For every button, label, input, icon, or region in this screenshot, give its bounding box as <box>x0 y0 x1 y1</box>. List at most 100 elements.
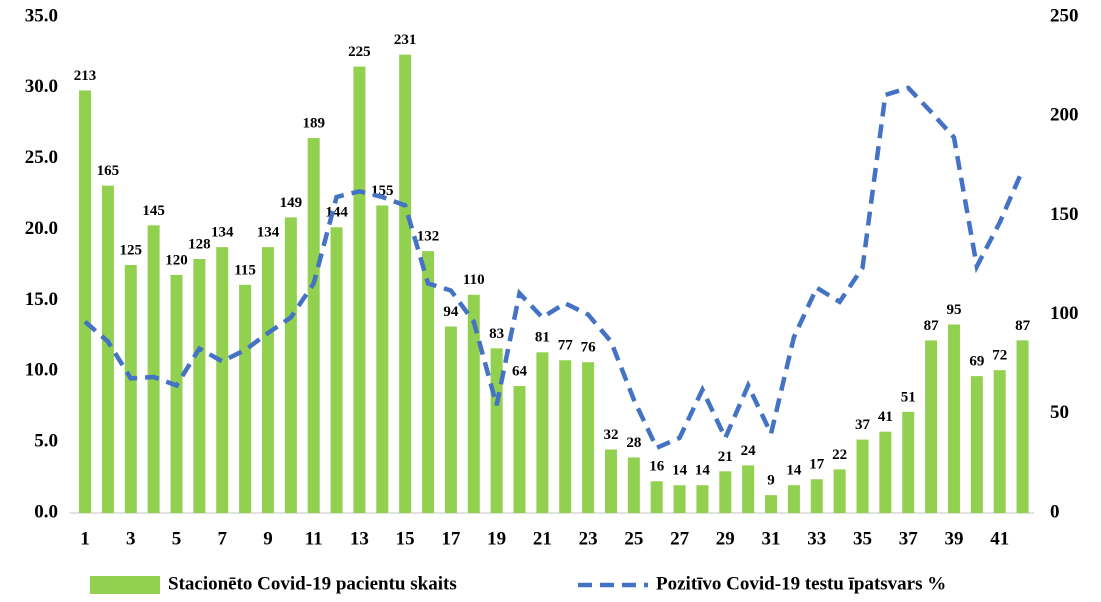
x-tick-label: 25 <box>624 528 643 549</box>
bar <box>765 495 778 513</box>
value-label: 231 <box>394 32 417 48</box>
value-label: 120 <box>165 252 188 268</box>
bar <box>879 431 892 513</box>
bar <box>422 251 435 513</box>
x-tick-label: 29 <box>716 528 735 549</box>
bar <box>536 352 549 513</box>
bar <box>604 449 617 513</box>
value-label: 64 <box>512 363 528 379</box>
x-tick-label: 27 <box>670 528 690 549</box>
y2-tick-label: 100 <box>1050 303 1079 324</box>
value-label: 32 <box>603 427 618 443</box>
x-tick-label: 1 <box>80 528 90 549</box>
value-label: 14 <box>786 463 802 479</box>
bar <box>627 457 640 513</box>
bar <box>833 469 846 513</box>
y-tick-label: 5.0 <box>34 431 58 452</box>
y-tick-label: 30.0 <box>25 76 58 97</box>
value-label: 225 <box>348 44 371 60</box>
value-label: 72 <box>992 348 1007 364</box>
bar <box>970 376 983 513</box>
y-tick-label: 0.0 <box>34 501 58 522</box>
y-tick-label: 10.0 <box>25 360 58 381</box>
value-label: 37 <box>855 417 871 433</box>
y2-tick-label: 150 <box>1050 204 1079 225</box>
x-tick-label: 7 <box>217 528 227 549</box>
value-label: 14 <box>672 463 688 479</box>
x-tick-label: 17 <box>441 528 461 549</box>
bar <box>239 284 252 513</box>
bar <box>650 481 663 513</box>
bar <box>673 485 686 513</box>
value-label: 83 <box>489 326 504 342</box>
bar <box>742 465 755 513</box>
y2-tick-label: 200 <box>1050 105 1079 126</box>
x-tick-label: 5 <box>172 528 182 549</box>
value-label: 134 <box>211 225 234 241</box>
value-label: 115 <box>234 262 256 278</box>
value-label: 16 <box>649 459 665 475</box>
legend-label: Pozitīvo Covid-19 testu īpatsvars % <box>656 573 946 594</box>
bar <box>147 225 160 513</box>
bar <box>925 340 938 513</box>
bar <box>101 185 114 513</box>
value-label: 125 <box>120 242 143 258</box>
value-label: 41 <box>878 409 893 425</box>
value-label: 14 <box>695 463 711 479</box>
bar <box>582 362 595 513</box>
bar <box>947 324 960 513</box>
bar <box>284 217 297 513</box>
y2-tick-label: 50 <box>1050 402 1069 423</box>
bar <box>376 205 389 514</box>
legend-label: Stacionēto Covid-19 pacientu skaits <box>168 573 457 594</box>
line <box>83 85 1025 451</box>
x-tick-label: 35 <box>853 528 872 549</box>
y2-tick-label: 250 <box>1050 5 1079 26</box>
bar <box>719 471 732 513</box>
value-label: 81 <box>535 330 550 346</box>
y2-tick-label: 0 <box>1050 501 1060 522</box>
value-label: 17 <box>809 457 825 473</box>
bar <box>467 294 480 513</box>
bar <box>330 227 343 513</box>
value-label: 87 <box>1015 318 1031 334</box>
bar <box>170 274 183 513</box>
bar <box>79 90 92 514</box>
x-tick-label: 9 <box>263 528 273 549</box>
bar <box>261 247 274 514</box>
value-label: 94 <box>443 304 459 320</box>
bar <box>216 247 229 514</box>
bar <box>787 485 800 513</box>
bar <box>993 370 1006 513</box>
x-tick-label: 39 <box>944 528 963 549</box>
bar <box>490 348 503 513</box>
bar <box>124 265 137 513</box>
bar <box>307 138 320 514</box>
value-label: 28 <box>626 435 641 451</box>
value-label: 51 <box>901 389 916 405</box>
x-tick-label: 11 <box>305 528 323 549</box>
bar <box>559 360 572 513</box>
bar <box>193 259 206 513</box>
value-label: 134 <box>257 225 280 241</box>
value-label: 21 <box>718 449 733 465</box>
x-tick-label: 15 <box>396 528 415 549</box>
x-tick-label: 23 <box>579 528 598 549</box>
x-tick-label: 37 <box>899 528 919 549</box>
value-label: 165 <box>97 163 120 179</box>
y-tick-label: 25.0 <box>25 147 58 168</box>
value-label: 24 <box>741 443 757 459</box>
bar <box>1016 340 1029 513</box>
x-tick-label: 21 <box>533 528 552 549</box>
value-label: 76 <box>581 340 597 356</box>
x-tick-label: 3 <box>126 528 136 549</box>
value-label: 149 <box>280 195 303 211</box>
x-tick-label: 13 <box>350 528 369 549</box>
value-label: 189 <box>302 115 325 131</box>
bar <box>353 66 366 513</box>
bar <box>902 411 915 513</box>
y-tick-label: 35.0 <box>25 5 58 26</box>
bar <box>696 485 709 513</box>
x-tick-label: 41 <box>990 528 1009 549</box>
